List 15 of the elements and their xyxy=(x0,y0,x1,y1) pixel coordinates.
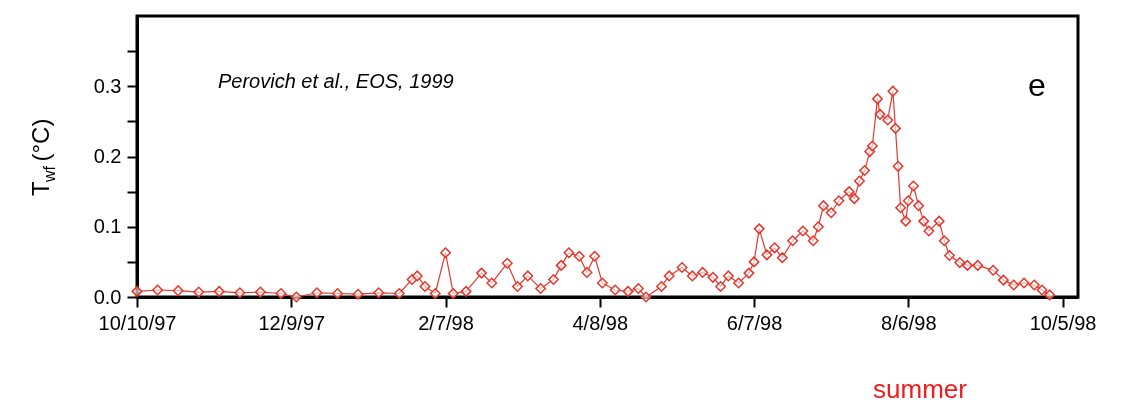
x-tick-label: 10/5/98 xyxy=(1029,311,1097,334)
x-tick-label: 2/7/98 xyxy=(418,311,474,334)
x-tick-label: 8/6/98 xyxy=(881,311,937,334)
y-axis-title: Twf (°C) xyxy=(27,118,58,196)
y-tick-label: 0.1 xyxy=(93,215,122,238)
x-tick-label: 12/9/97 xyxy=(258,311,326,334)
y-tick-label: 0.2 xyxy=(93,145,122,167)
text: summer xyxy=(873,374,968,404)
x-tick-label: 6/7/98 xyxy=(726,311,783,334)
annotation: Perovich et al., EOS, 1999 xyxy=(218,70,454,92)
y-tick-label: 0.0 xyxy=(93,285,122,308)
y-tick-label: 0.3 xyxy=(93,74,122,97)
annotation: e xyxy=(1028,67,1046,103)
x-tick-label: 10/10/97 xyxy=(98,311,177,334)
x-tick-label: 4/8/98 xyxy=(572,311,629,334)
